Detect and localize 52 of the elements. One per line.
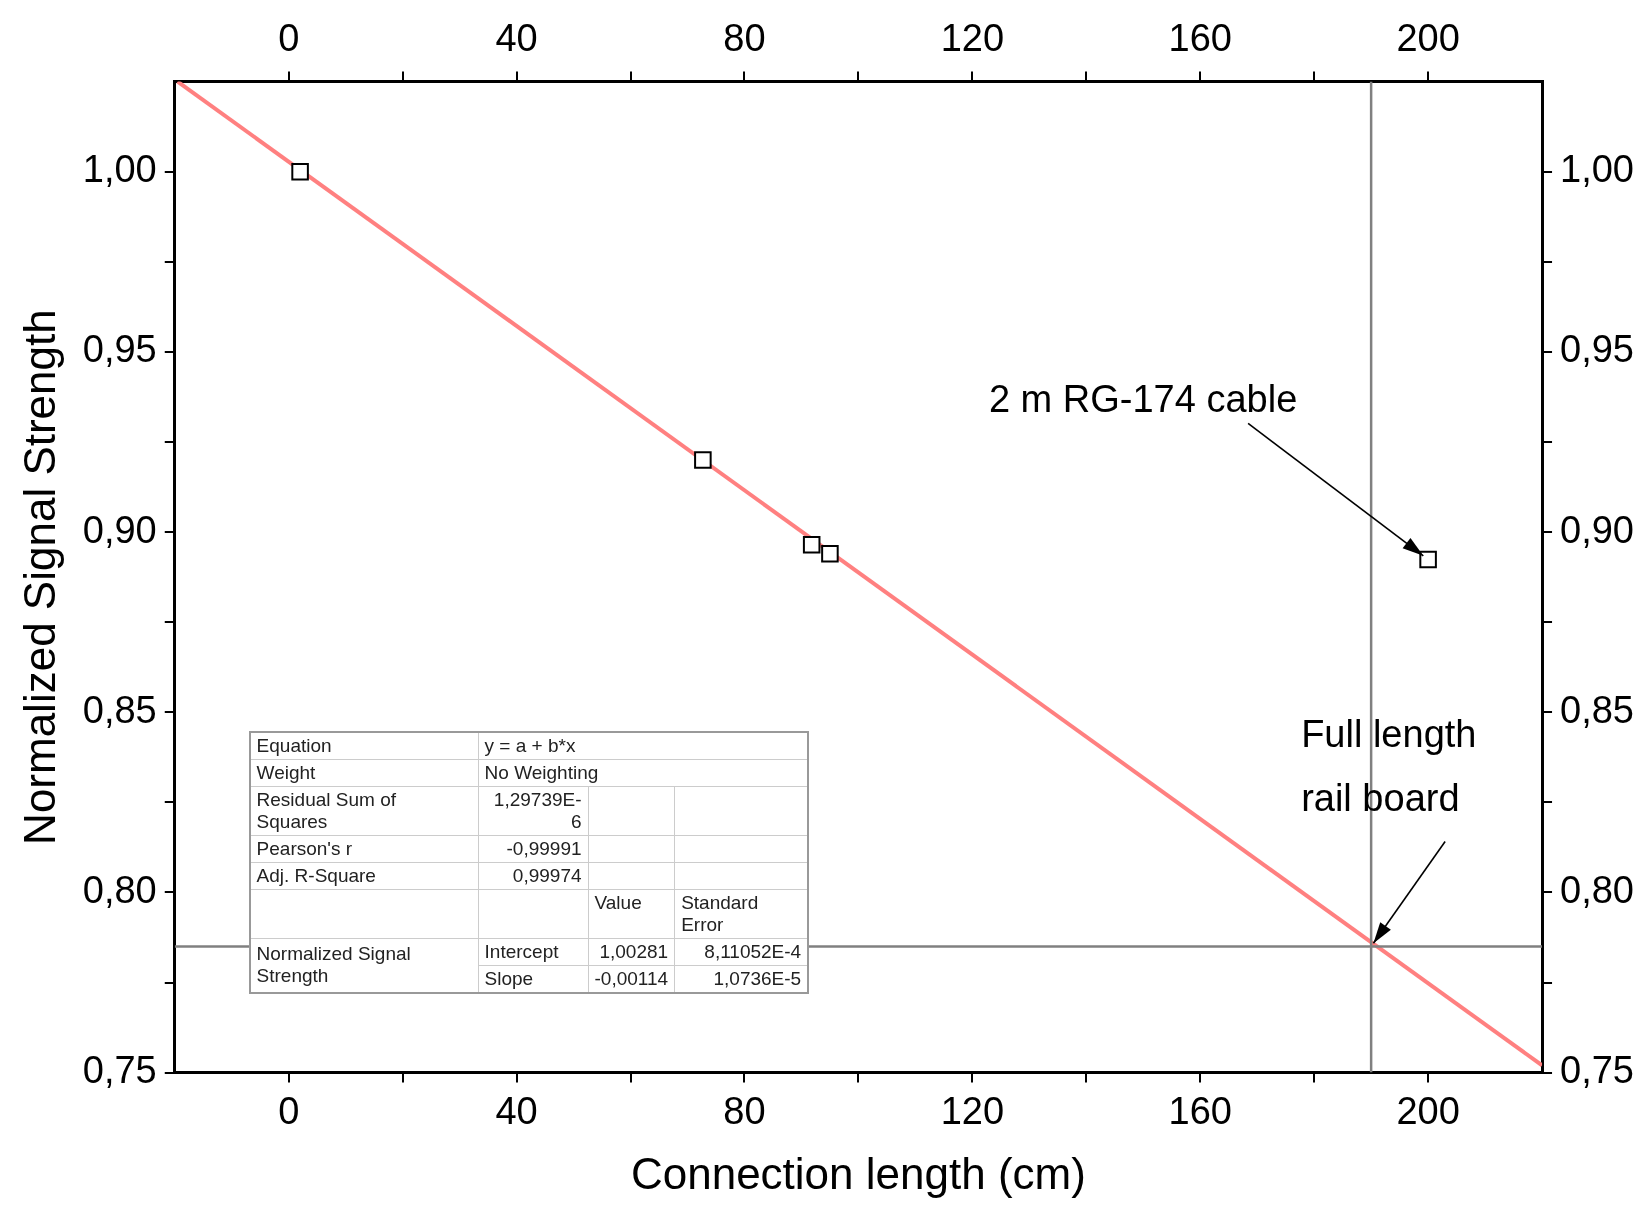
- annotation: Value: [588, 889, 675, 939]
- annotation: Weight: [249, 759, 479, 787]
- annotation: Residual Sum of Squares: [249, 786, 479, 836]
- x-tick-label: 120: [940, 1089, 1005, 1132]
- point: [821, 544, 839, 563]
- point: [291, 162, 309, 181]
- x-tick-label: 40: [495, 1089, 538, 1132]
- x2-tick-label: 0: [278, 17, 300, 60]
- y2-tick-label: 0,95: [1560, 328, 1635, 371]
- annotation: 1,00281: [588, 938, 675, 966]
- annotation: y = a + b*x: [478, 731, 809, 760]
- annotation: -0,00114: [588, 965, 675, 993]
- x2-tick-label: 120: [940, 17, 1005, 60]
- x-tick-label: 200: [1396, 1089, 1460, 1132]
- x2-tick-label: 200: [1396, 17, 1460, 60]
- annotation: Full length rail board: [1301, 712, 1477, 819]
- annotation: 2 m RG-174 cable: [988, 377, 1298, 420]
- y2-tick-label: 0,80: [1560, 868, 1635, 911]
- x2-tick-label: 40: [495, 17, 538, 60]
- annotation: Slope: [478, 965, 589, 993]
- annotation: -0,99991: [478, 835, 589, 863]
- annotation: Standard Error: [674, 889, 809, 939]
- annotation: Pearson's r: [249, 835, 479, 863]
- annotation: No Weighting: [478, 759, 809, 787]
- y-tick-label: 1,00: [82, 148, 157, 191]
- annotation: Equation: [249, 731, 479, 760]
- annotation: 1,29739E-6: [478, 786, 589, 836]
- x2-tick-label: 160: [1168, 17, 1232, 60]
- x-tick-label: 80: [723, 1089, 766, 1132]
- x-tick-label: 160: [1168, 1089, 1232, 1132]
- y2-tick-label: 1,00: [1560, 148, 1635, 191]
- y-tick-label: 0,90: [82, 508, 157, 551]
- annotation: Adj. R-Square: [249, 862, 479, 890]
- point: [694, 451, 712, 469]
- annotation: 0,99974: [478, 862, 589, 890]
- y2-tick-label: 0,85: [1560, 688, 1635, 731]
- x2-tick-label: 80: [723, 17, 766, 60]
- y-tick-label: 0,75: [82, 1049, 157, 1092]
- y-tick-label: 0,85: [82, 688, 157, 731]
- annotation: 8,11052E-4: [674, 938, 809, 966]
- x-tick-label: 0: [278, 1089, 300, 1132]
- annotation: Intercept: [478, 938, 589, 966]
- y2-tick-label: 0,90: [1560, 508, 1635, 551]
- y-axis-title: Normalized Signal Strength: [14, 309, 64, 845]
- point: [1419, 550, 1437, 569]
- point: [802, 535, 821, 554]
- y2-tick-label: 0,75: [1560, 1049, 1635, 1092]
- x-axis-title: Connection length (cm): [630, 1148, 1086, 1198]
- y-tick-label: 0,95: [82, 328, 157, 371]
- annotation: Normalized Signal Strength: [249, 938, 479, 993]
- annotation: 1,0736E-5: [674, 965, 809, 993]
- y-tick-label: 0,80: [82, 868, 157, 911]
